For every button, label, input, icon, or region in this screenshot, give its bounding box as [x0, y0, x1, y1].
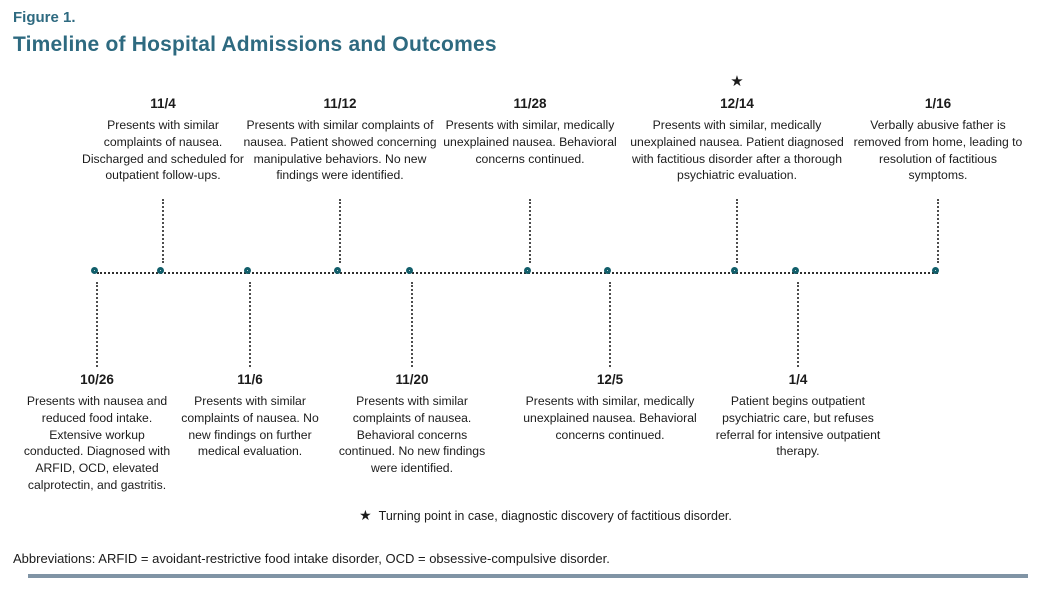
- timeline-node: [405, 266, 413, 274]
- event-connector: [162, 199, 164, 263]
- event-description: Presents with similar complaints of naus…: [82, 118, 244, 183]
- timeline-node: [243, 266, 251, 274]
- event-description: Presents with nausea and reduced food in…: [23, 394, 171, 493]
- abbreviations: Abbreviations: ARFID = avoidant-restrict…: [13, 551, 610, 566]
- timeline-event: 11/12 Presents with similar complaints of…: [234, 96, 446, 184]
- timeline-node: [931, 266, 939, 274]
- turning-point-star-icon: ★: [730, 73, 744, 90]
- timeline-node: [90, 266, 98, 274]
- figure-label: Figure 1.: [13, 9, 76, 26]
- event-date: 11/28: [513, 96, 547, 111]
- timeline-node: [603, 266, 611, 274]
- timeline-event: 11/28 Presents with similar, medically un…: [437, 96, 623, 167]
- timeline-event: 1/4 Patient begins outpatient psychiatric…: [702, 372, 894, 460]
- event-connector: [411, 282, 413, 367]
- event-description: Presents with similar complaints of naus…: [338, 394, 486, 476]
- timeline-event: 10/26 Presents with nausea and reduced fo…: [18, 372, 176, 494]
- event-description: Presents with similar, medically unexpla…: [523, 394, 697, 442]
- event-date: 11/12: [323, 96, 357, 111]
- event-date: 1/16: [924, 96, 952, 111]
- event-connector: [937, 199, 939, 263]
- event-date: 11/6: [237, 372, 263, 387]
- event-description: Presents with similar complaints of naus…: [243, 118, 437, 183]
- timeline-event: 11/20 Presents with similar complaints of…: [332, 372, 492, 477]
- event-description: Verbally abusive father is removed from …: [853, 118, 1023, 183]
- timeline-node: [333, 266, 341, 274]
- event-connector: [529, 199, 531, 263]
- timeline-event: ★ 12/14 Presents with similar, medically u…: [623, 73, 851, 184]
- event-connector: [96, 282, 98, 367]
- event-date: 12/14: [720, 96, 754, 111]
- event-connector: [339, 199, 341, 263]
- event-connector: [609, 282, 611, 367]
- timeline-event: 11/4 Presents with similar complaints of …: [82, 96, 244, 184]
- event-connector: [797, 282, 799, 367]
- figure-title: Timeline of Hospital Admissions and Outc…: [13, 33, 497, 56]
- event-description: Presents with similar, medically unexpla…: [443, 118, 617, 166]
- timeline-event: 11/6 Presents with similar complaints of …: [172, 372, 328, 460]
- timeline-node: [156, 266, 164, 274]
- event-description: Presents with similar complaints of naus…: [181, 394, 319, 459]
- event-date: 11/4: [150, 96, 176, 111]
- event-date: 1/4: [788, 372, 808, 387]
- event-date: 12/5: [596, 372, 624, 387]
- timeline-axis: [97, 272, 938, 274]
- event-connector: [249, 282, 251, 367]
- timeline-event: 1/16 Verbally abusive father is removed f…: [850, 96, 1026, 184]
- event-date: 10/26: [80, 372, 114, 387]
- event-connector: [736, 199, 738, 263]
- event-description: Patient begins outpatient psychiatric ca…: [715, 394, 881, 459]
- bottom-rule: [28, 574, 1028, 578]
- event-description: Presents with similar, medically unexpla…: [630, 118, 844, 183]
- star-icon: ★: [359, 507, 372, 523]
- timeline-node: [730, 266, 738, 274]
- legend-text: Turning point in case, diagnostic discov…: [378, 509, 732, 523]
- star-legend: ★ Turning point in case, diagnostic disco…: [359, 507, 732, 524]
- event-date: 11/20: [395, 372, 429, 387]
- timeline-event: 12/5 Presents with similar, medically une…: [522, 372, 698, 443]
- timeline-node: [791, 266, 799, 274]
- timeline-node: [523, 266, 531, 274]
